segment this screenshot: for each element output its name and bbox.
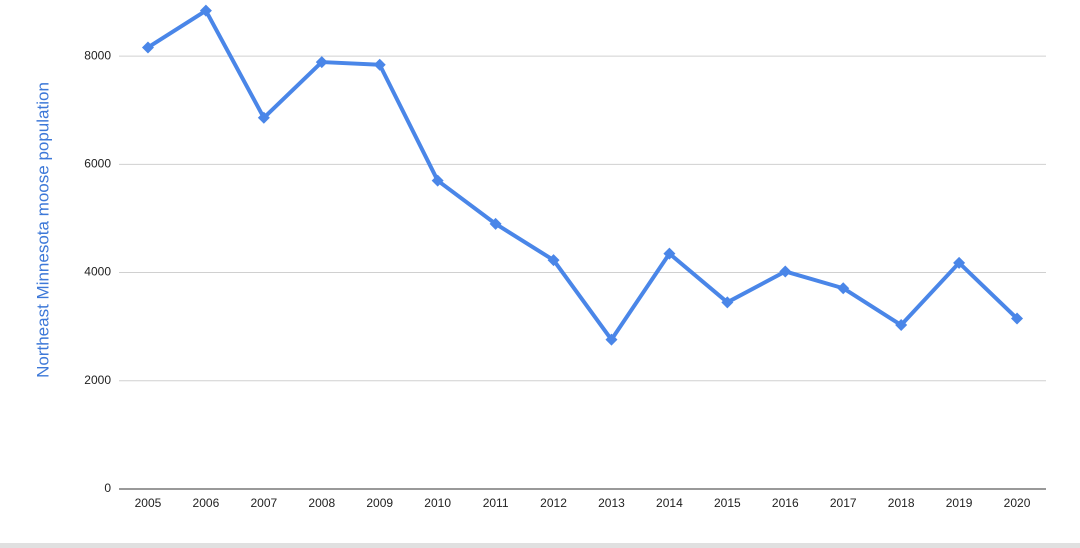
y-tick-label: 4000 bbox=[84, 265, 111, 279]
data-point bbox=[431, 174, 444, 187]
data-point bbox=[895, 319, 908, 332]
bottom-bar bbox=[0, 543, 1080, 548]
data-point bbox=[663, 247, 676, 260]
data-point bbox=[199, 4, 212, 17]
x-tick-label: 2016 bbox=[772, 496, 799, 510]
x-tick-label: 2018 bbox=[888, 496, 915, 510]
data-point bbox=[605, 333, 618, 346]
x-tick-label: 2005 bbox=[135, 496, 162, 510]
x-tick-label: 2008 bbox=[308, 496, 335, 510]
x-tick-label: 2007 bbox=[250, 496, 277, 510]
x-tick-label: 2010 bbox=[424, 496, 451, 510]
x-tick-label: 2017 bbox=[830, 496, 857, 510]
data-point bbox=[721, 296, 734, 309]
y-tick-label: 0 bbox=[104, 481, 111, 495]
x-tick-label: 2013 bbox=[598, 496, 625, 510]
data-line bbox=[146, 8, 1019, 342]
data-point bbox=[141, 41, 154, 54]
data-point bbox=[837, 282, 850, 295]
data-point bbox=[547, 254, 560, 267]
x-tick-label: 2006 bbox=[193, 496, 220, 510]
x-tick-label: 2015 bbox=[714, 496, 741, 510]
x-tick-label: 2012 bbox=[540, 496, 567, 510]
data-point bbox=[953, 256, 966, 269]
y-tick-label: 2000 bbox=[84, 373, 111, 387]
data-point bbox=[257, 111, 270, 124]
y-tick-label: 6000 bbox=[84, 157, 111, 171]
data-point bbox=[489, 217, 502, 230]
data-point bbox=[373, 58, 386, 71]
y-axis-label: Northeast Minnesota moose population bbox=[33, 82, 52, 378]
data-point bbox=[779, 265, 792, 278]
x-tick-label: 2019 bbox=[946, 496, 973, 510]
data-point bbox=[1011, 312, 1024, 325]
data-point bbox=[315, 56, 328, 69]
x-tick-label: 2020 bbox=[1004, 496, 1031, 510]
y-tick-label: 8000 bbox=[84, 48, 111, 62]
x-tick-label: 2011 bbox=[483, 496, 509, 510]
x-tick-label: 2014 bbox=[656, 496, 683, 510]
x-tick-label: 2009 bbox=[366, 496, 393, 510]
